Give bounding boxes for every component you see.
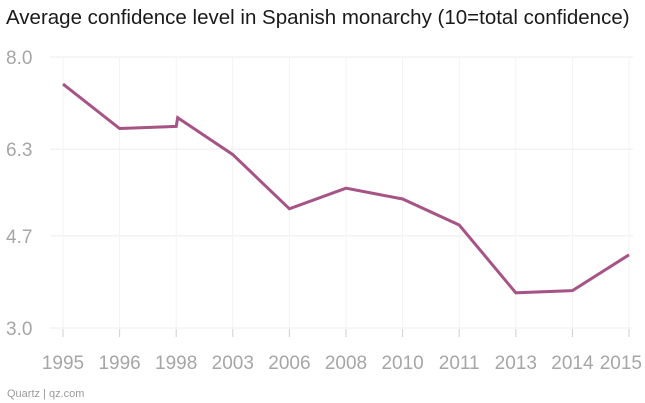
x-tick-label: 2014 <box>551 353 594 374</box>
x-tick-label: 2011 <box>439 353 480 374</box>
x-tick-label: 2003 <box>212 353 254 374</box>
chart-series <box>62 82 630 295</box>
x-tick-label: 2006 <box>268 353 310 374</box>
x-tick-label: 2010 <box>381 353 423 374</box>
series-line <box>62 82 630 295</box>
x-tick-label: 2008 <box>325 353 367 374</box>
chart-gridlines <box>50 56 633 329</box>
chart-title: Average confidence level in Spanish mona… <box>6 6 630 29</box>
y-axis: 8.0 6.3 4.7 3.0 <box>6 48 32 340</box>
y-tick-label: 8.0 <box>6 48 32 69</box>
y-tick-label: 3.0 <box>6 319 32 340</box>
x-tick-label: 1995 <box>42 353 84 374</box>
x-tick-label: 1996 <box>98 353 140 374</box>
y-tick-label: 6.3 <box>6 140 32 161</box>
x-tick-label: 2013 <box>495 353 537 374</box>
x-tick-label: 2015 <box>600 353 642 374</box>
y-tick-label: 4.7 <box>6 227 32 248</box>
x-tick-label: 1998 <box>155 353 197 374</box>
source-credit: Quartz | qz.com <box>7 388 85 400</box>
x-axis: 1995 1996 1998 2003 2006 2008 2010 2011 2013 2014… <box>42 329 642 374</box>
